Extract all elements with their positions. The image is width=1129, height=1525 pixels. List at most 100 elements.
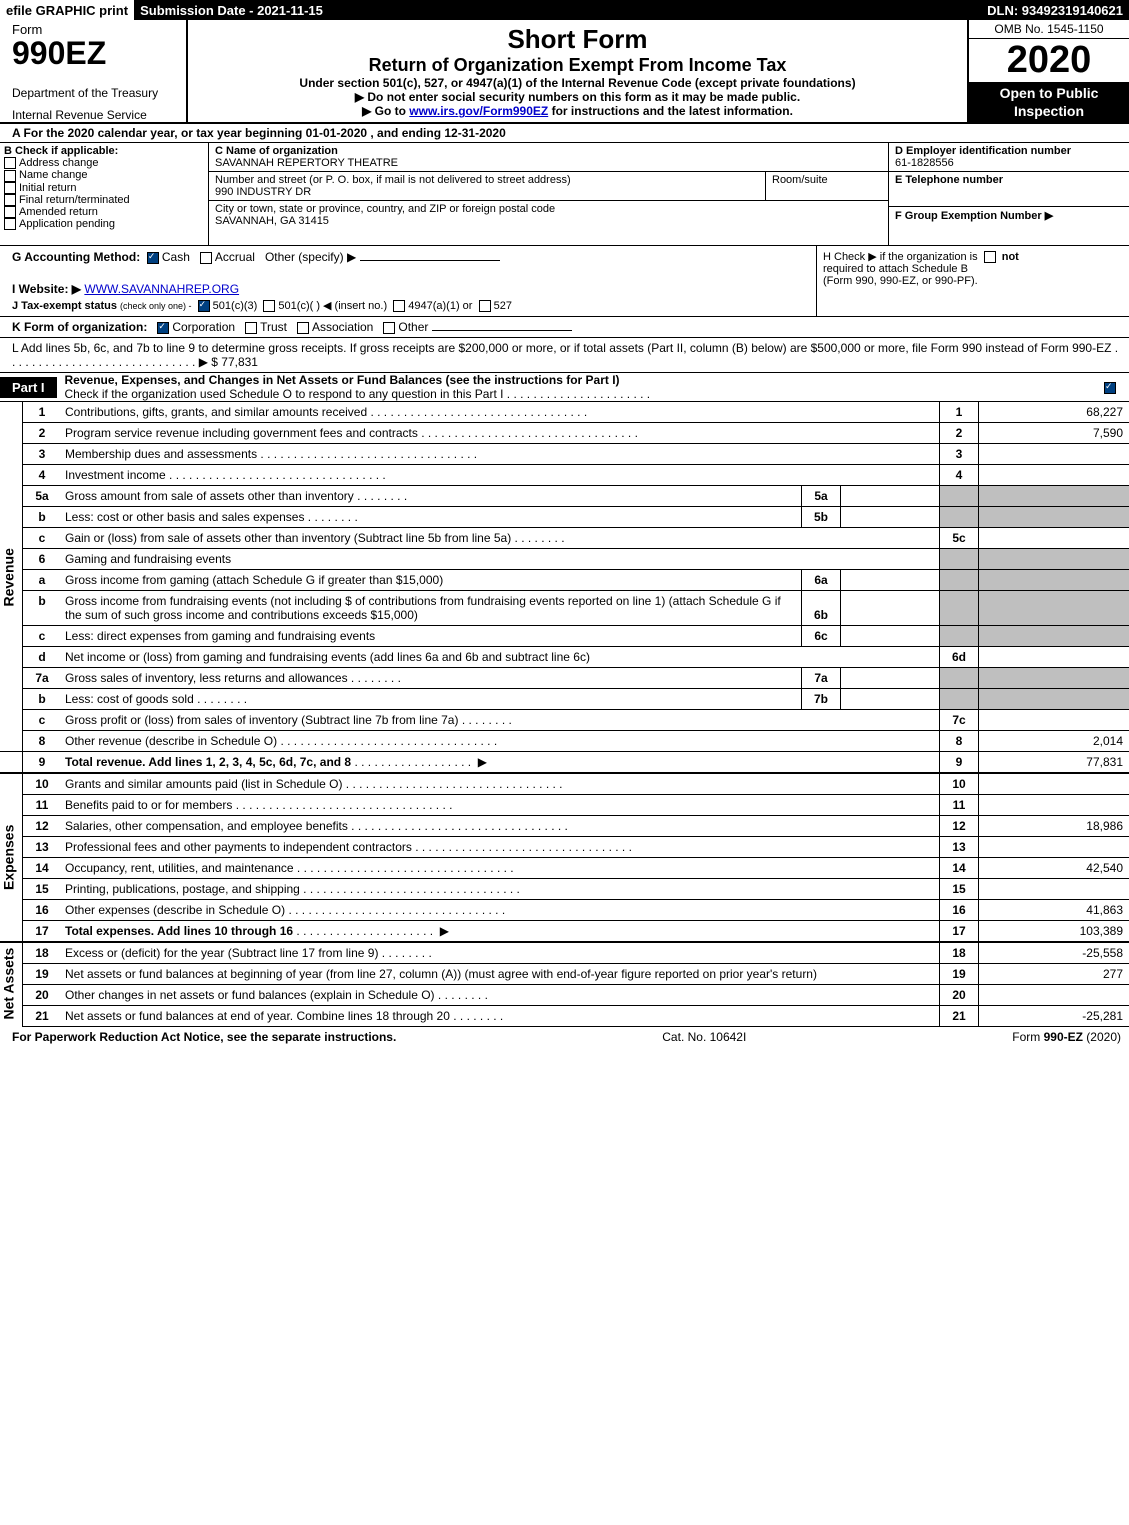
part1-title: Revenue, Expenses, and Changes in Net As… (57, 373, 1104, 401)
under-section: Under section 501(c), 527, or 4947(a)(1)… (196, 76, 959, 90)
chk-accrual[interactable] (200, 252, 212, 264)
part1-table: Revenue 1 Contributions, gifts, grants, … (0, 402, 1129, 1027)
l20-num: 20 (23, 985, 62, 1006)
chk-final-return[interactable] (4, 194, 16, 206)
chk-name-change[interactable] (4, 170, 16, 182)
line-l: L Add lines 5b, 6c, and 7b to line 9 to … (0, 338, 1129, 373)
l6a-mn: 6a (802, 570, 841, 591)
chk-527[interactable] (479, 300, 491, 312)
row-6: 6 Gaming and fundraising events (0, 549, 1129, 570)
l11-rv (979, 795, 1129, 816)
l7c-rn: 7c (940, 710, 979, 731)
l11-num: 11 (23, 795, 62, 816)
l7b-rn (940, 689, 979, 710)
header-right: OMB No. 1545-1150 2020 Open to Public In… (967, 20, 1129, 122)
g-label: G Accounting Method: (12, 250, 140, 264)
chk-address-change[interactable] (4, 157, 16, 169)
l14-desc: Occupancy, rent, utilities, and maintena… (65, 861, 935, 875)
l8-rn: 8 (940, 731, 979, 752)
row-11: 11 Benefits paid to or for members 11 (0, 795, 1129, 816)
header-left: Form 990EZ Department of the Treasury In… (0, 20, 188, 122)
dept-irs: Internal Revenue Service (12, 108, 182, 122)
l5b-mn: 5b (802, 507, 841, 528)
c-addr-block: Number and street (or P. O. box, if mail… (209, 172, 765, 200)
l6-num: 6 (23, 549, 62, 570)
k-trust: Trust (260, 320, 287, 334)
l8-rv: 2,014 (979, 731, 1129, 752)
l3-desc: Membership dues and assessments (65, 447, 935, 461)
l5b-rn (940, 507, 979, 528)
h-text3: (Form 990, 990-EZ, or 990-PF). (823, 275, 978, 287)
chk-initial-return[interactable] (4, 182, 16, 194)
c-name-block: C Name of organization SAVANNAH REPERTOR… (209, 143, 888, 172)
g-left: G Accounting Method: Cash Accrual Other … (0, 246, 816, 316)
l5a-mn: 5a (802, 486, 841, 507)
l16-rn: 16 (940, 900, 979, 921)
l21-rn: 21 (940, 1006, 979, 1027)
l5b-rv (979, 507, 1129, 528)
goto-post: for instructions and the latest informat… (548, 104, 793, 118)
l17-rv: 103,389 (979, 921, 1129, 943)
part1-header: Part I Revenue, Expenses, and Changes in… (0, 373, 1129, 402)
omb-number: OMB No. 1545-1150 (969, 20, 1129, 39)
l5b-num: b (23, 507, 62, 528)
chk-h[interactable] (984, 251, 996, 263)
chk-application-pending[interactable] (4, 218, 16, 230)
k-other-blank[interactable] (432, 330, 572, 331)
topbar: efile GRAPHIC print Submission Date - 20… (0, 0, 1129, 20)
chk-association[interactable] (297, 322, 309, 334)
section-gh: G Accounting Method: Cash Accrual Other … (0, 246, 1129, 317)
l7b-desc: Less: cost of goods sold (65, 692, 797, 706)
chk-schedule-o[interactable] (1104, 382, 1116, 394)
ssn-warning: ▶ Do not enter social security numbers o… (196, 90, 959, 104)
l7b-rv (979, 689, 1129, 710)
l6d-rn: 6d (940, 647, 979, 668)
chk-cash[interactable] (147, 252, 159, 264)
l17-num: 17 (23, 921, 62, 943)
i-website-link[interactable]: WWW.SAVANNAHREP.ORG (84, 282, 239, 296)
footer-right-post: (2020) (1083, 1030, 1121, 1044)
l6c-desc: Less: direct expenses from gaming and fu… (65, 629, 797, 643)
k-label: K Form of organization: (12, 320, 147, 334)
l17-desc: Total expenses. Add lines 10 through 16 (65, 924, 293, 938)
efile-print[interactable]: efile GRAPHIC print (0, 0, 134, 20)
opt-name-change: Name change (19, 169, 88, 181)
k-other: Other (398, 320, 428, 334)
row-18: Net Assets 18 Excess or (deficit) for th… (0, 942, 1129, 964)
l6-rv (979, 549, 1129, 570)
chk-trust[interactable] (245, 322, 257, 334)
l5c-rn: 5c (940, 528, 979, 549)
l5c-rv (979, 528, 1129, 549)
row-7a: 7a Gross sales of inventory, less return… (0, 668, 1129, 689)
dln: DLN: 93492319140621 (981, 0, 1129, 20)
chk-501c3[interactable] (198, 300, 210, 312)
row-9: 9 Total revenue. Add lines 1, 2, 3, 4, 5… (0, 752, 1129, 774)
l6c-num: c (23, 626, 62, 647)
l6a-rn (940, 570, 979, 591)
row-5c: c Gain or (loss) from sale of assets oth… (0, 528, 1129, 549)
l14-rn: 14 (940, 858, 979, 879)
chk-corporation[interactable] (157, 322, 169, 334)
opt-amended-return: Amended return (19, 206, 98, 218)
l2-rv: 7,590 (979, 423, 1129, 444)
row-a-tax-year: A For the 2020 calendar year, or tax yea… (0, 124, 1129, 143)
chk-4947[interactable] (393, 300, 405, 312)
l12-rn: 12 (940, 816, 979, 837)
c-city-label: City or town, state or province, country… (215, 203, 555, 215)
chk-501c[interactable] (263, 300, 275, 312)
goto-link[interactable]: www.irs.gov/Form990EZ (409, 104, 548, 118)
l8-desc: Other revenue (describe in Schedule O) (65, 734, 935, 748)
footer-left: For Paperwork Reduction Act Notice, see … (12, 1030, 396, 1044)
c-addr-label: Number and street (or P. O. box, if mail… (215, 174, 571, 186)
l2-rn: 2 (940, 423, 979, 444)
h-block: H Check ▶ if the organization is not req… (816, 246, 1129, 316)
l9-num: 9 (23, 752, 62, 774)
l17-rn: 17 (940, 921, 979, 943)
opt-address-change: Address change (19, 157, 99, 169)
chk-other-org[interactable] (383, 322, 395, 334)
chk-amended-return[interactable] (4, 206, 16, 218)
g-other-blank[interactable] (360, 260, 500, 261)
l20-rv (979, 985, 1129, 1006)
k-assoc: Association (312, 320, 373, 334)
row-16: 16 Other expenses (describe in Schedule … (0, 900, 1129, 921)
